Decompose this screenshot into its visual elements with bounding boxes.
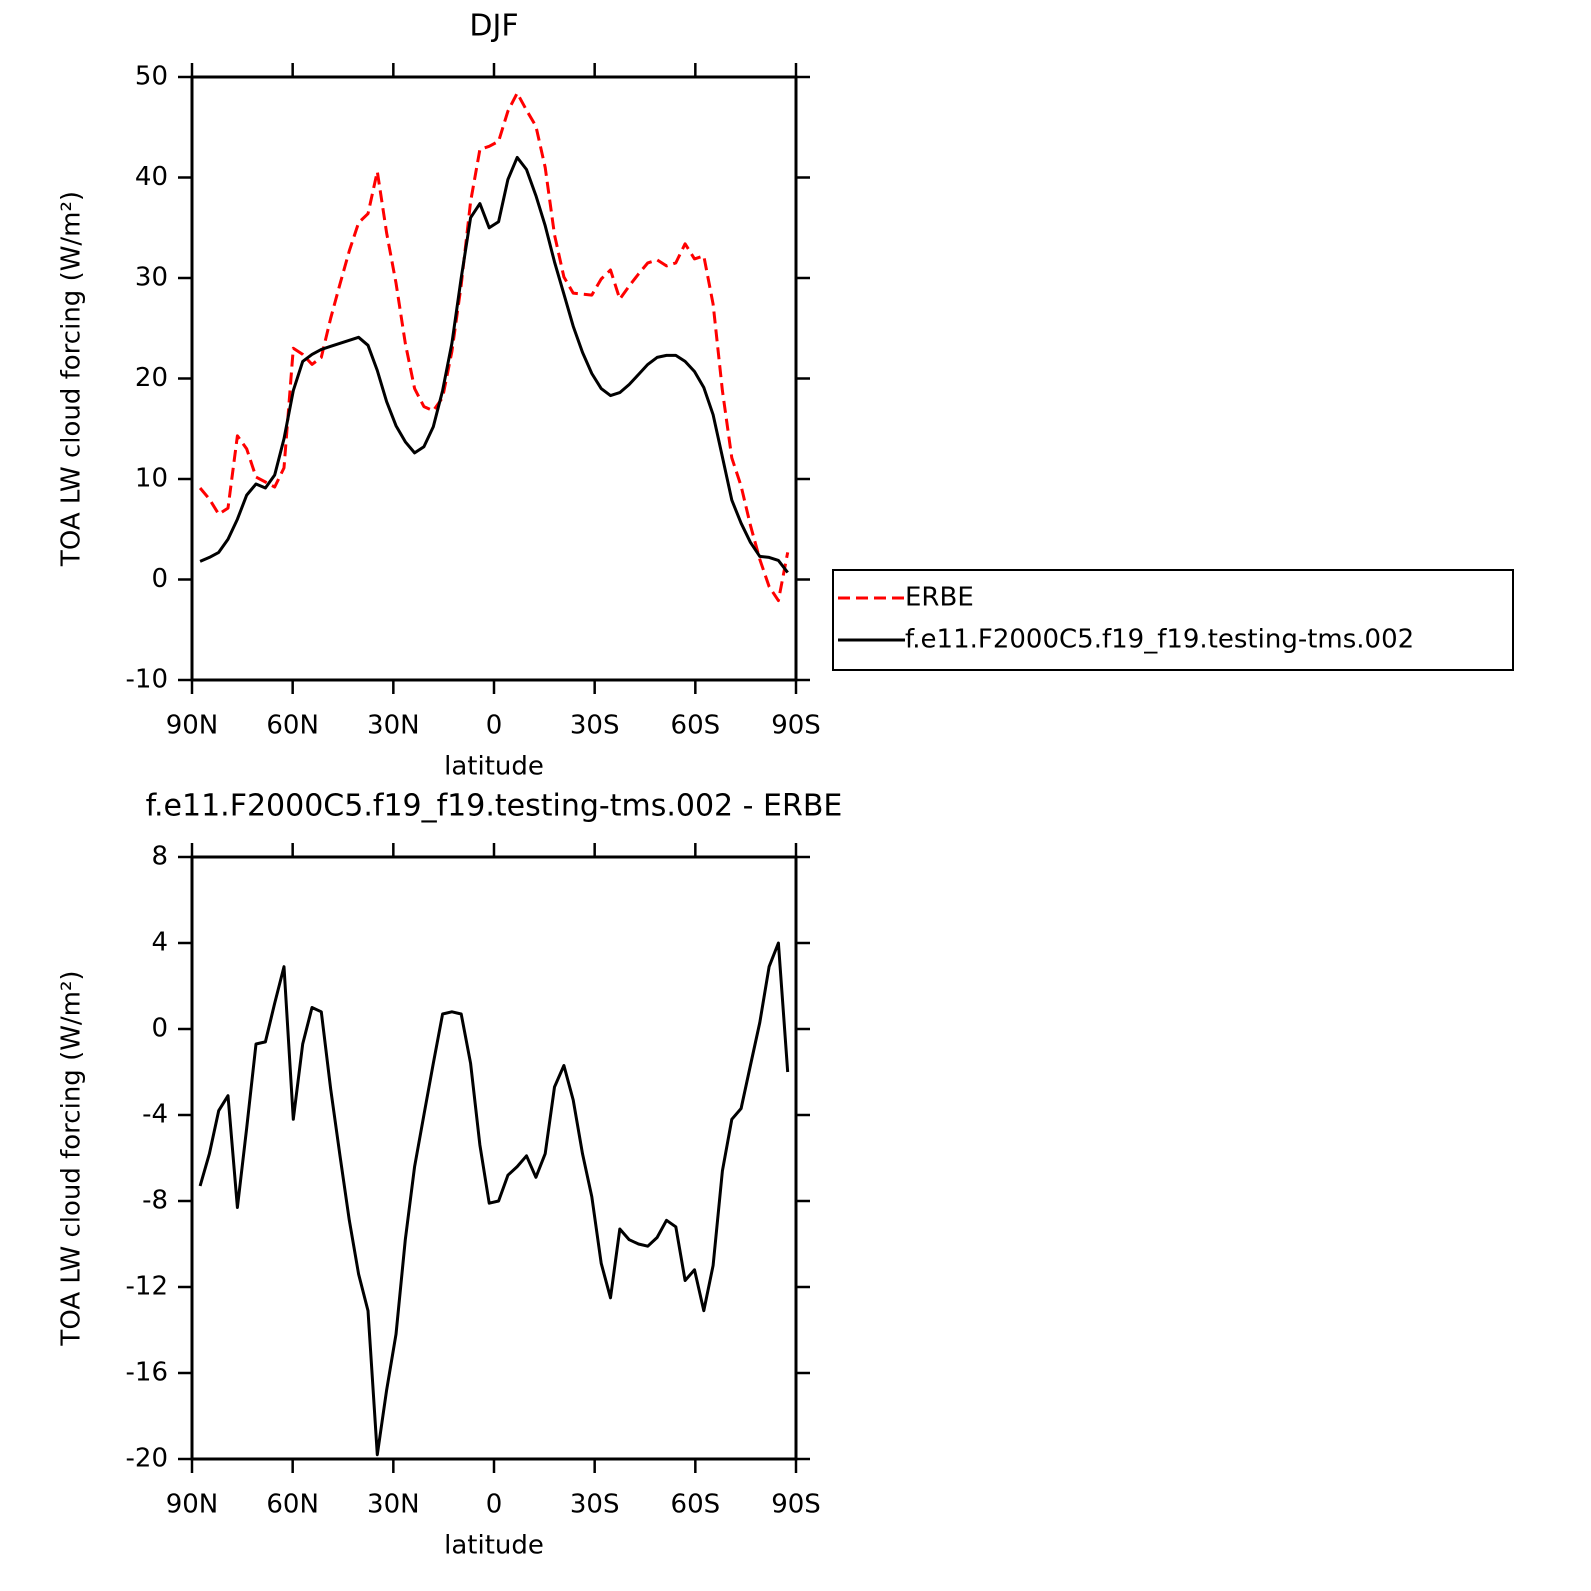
plot-frame — [190, 75, 798, 682]
x-tick-label: 60N — [266, 1490, 319, 1520]
y-tick-label: 0 — [151, 564, 168, 594]
y-tick-label: -12 — [126, 1272, 168, 1302]
y-tick-label: -4 — [142, 1100, 168, 1130]
series-line — [199, 155, 789, 574]
y-tick-label: -16 — [126, 1358, 168, 1388]
x-tick-label: 0 — [486, 711, 503, 741]
x-tick-label: 90N — [166, 1490, 219, 1520]
x-tick-label: 0 — [486, 1490, 503, 1520]
plot-frame — [190, 855, 798, 1461]
legend-label: f.e11.F2000C5.f19_f19.testing-tms.002 — [905, 625, 1414, 655]
x-tick-label: 90S — [771, 1490, 821, 1520]
legend-box — [832, 569, 1514, 671]
y-tick-label: 20 — [135, 363, 168, 393]
series-line — [198, 91, 790, 603]
y-tick-label: 10 — [135, 464, 168, 494]
y-tick-label: 50 — [135, 62, 168, 92]
x-axis-label: latitude — [444, 752, 544, 782]
x-tick-label: 30S — [570, 1490, 620, 1520]
y-tick-label: -20 — [126, 1444, 168, 1474]
x-tick-label: 90S — [771, 711, 821, 741]
y-axis-label: TOA LW cloud forcing (W/m²) — [57, 970, 87, 1346]
y-tick-label: 8 — [151, 842, 168, 872]
y-tick-label: 4 — [151, 928, 168, 958]
series-line — [198, 941, 790, 1457]
x-tick-label: 60N — [266, 711, 319, 741]
x-tick-label: 30S — [570, 711, 620, 741]
x-tick-label: 30N — [367, 711, 420, 741]
x-tick-label: 60S — [671, 1490, 721, 1520]
chart-title: DJF — [469, 9, 518, 44]
y-tick-label: 40 — [135, 162, 168, 192]
x-axis-label: latitude — [444, 1531, 544, 1561]
legend-label: ERBE — [905, 583, 974, 613]
y-tick-label: 30 — [135, 263, 168, 293]
x-tick-label: 60S — [671, 711, 721, 741]
y-tick-label: -10 — [126, 665, 168, 695]
x-tick-label: 30N — [367, 1490, 420, 1520]
x-tick-label: 90N — [166, 711, 219, 741]
chart-title: f.e11.F2000C5.f19_f19.testing-tms.002 - … — [146, 789, 843, 824]
y-tick-label: 0 — [151, 1014, 168, 1044]
y-axis-label: TOA LW cloud forcing (W/m²) — [57, 191, 87, 567]
y-tick-label: -8 — [142, 1186, 168, 1216]
